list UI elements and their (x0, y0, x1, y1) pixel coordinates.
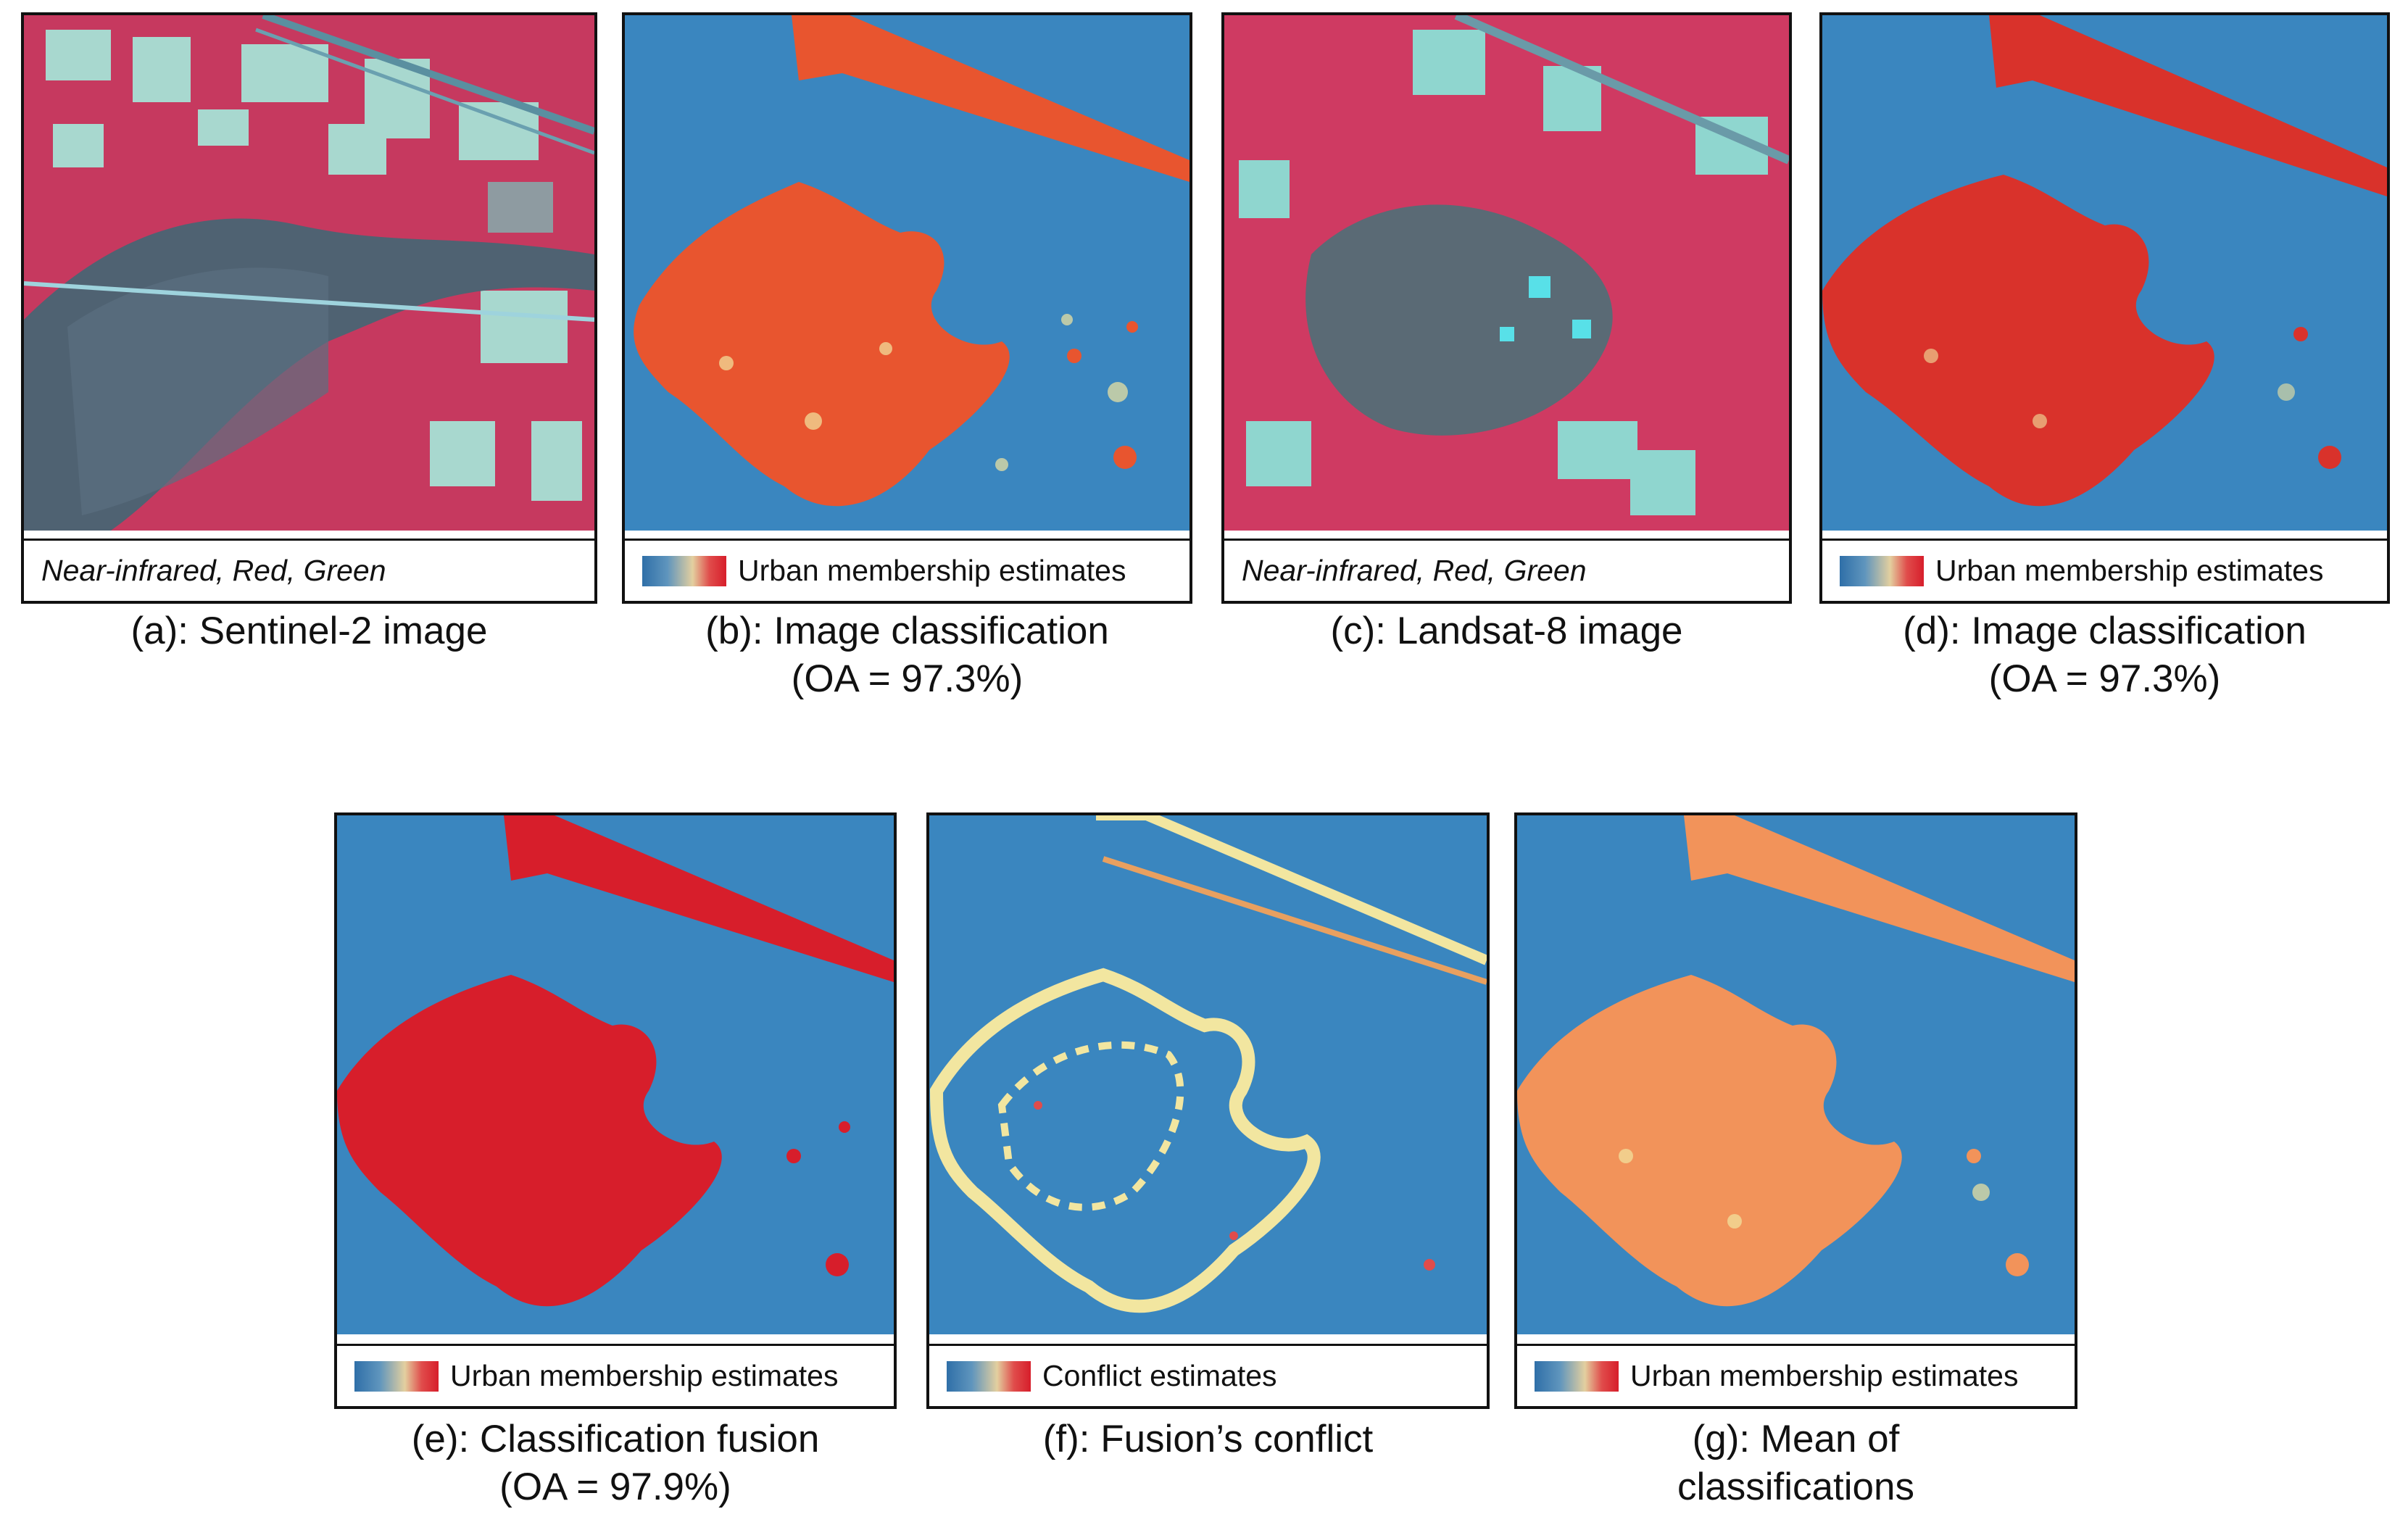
sentinel2-image (24, 15, 594, 531)
legend-f: Conflict estimates (929, 1344, 1487, 1406)
landsat8-image (1224, 15, 1789, 531)
legend-label: Urban membership estimates (738, 554, 1126, 587)
caption-line1: (e): Classification fusion (411, 1418, 820, 1460)
panel-c: Near-infrared, Red, Green (1221, 12, 1792, 604)
caption-line1: (c): Landsat-8 image (1330, 610, 1683, 652)
fusion-map (337, 815, 894, 1334)
caption-line1: (d): Image classification (1903, 610, 2307, 652)
caption-line1: (f): Fusion’s conflict (1042, 1418, 1374, 1460)
caption-g: (g): Mean of classifications (1514, 1416, 2077, 1511)
caption-e: (e): Classification fusion (OA = 97.9%) (334, 1416, 897, 1511)
caption-line1: (b): Image classification (705, 610, 1109, 652)
legend-label: Urban membership estimates (450, 1359, 839, 1392)
legend-e: Urban membership estimates (337, 1344, 894, 1406)
caption-f: (f): Fusion’s conflict (926, 1416, 1490, 1463)
caption-d: (d): Image classification (OA = 97.3%) (1819, 607, 2390, 703)
legend-d: Urban membership estimates (1822, 539, 2387, 601)
panel-a: Near-infrared, Red, Green (21, 12, 597, 604)
legend-label: Near-infrared, Red, Green (41, 554, 386, 587)
conflict-map (929, 815, 1487, 1334)
panel-d: Urban membership estimates (1819, 12, 2390, 604)
caption-line2: (OA = 97.3%) (1988, 657, 2221, 700)
caption-c: (c): Landsat-8 image (1221, 607, 1792, 655)
caption-line2: classifications (1677, 1466, 1914, 1508)
legend-label: Urban membership estimates (1935, 554, 2324, 587)
legend-c: Near-infrared, Red, Green (1224, 539, 1789, 601)
caption-line2: (OA = 97.9%) (499, 1466, 731, 1508)
legend-g: Urban membership estimates (1517, 1344, 2075, 1406)
colorbar (642, 555, 726, 586)
legend-b: Urban membership estimates (625, 539, 1190, 601)
panel-f: Conflict estimates (926, 812, 1490, 1409)
caption-line1: (g): Mean of (1692, 1418, 1900, 1460)
legend-label: Conflict estimates (1042, 1359, 1277, 1392)
panel-e: Urban membership estimates (334, 812, 897, 1409)
panel-g: Urban membership estimates (1514, 812, 2077, 1409)
colorbar (947, 1360, 1031, 1392)
colorbar (1840, 555, 1924, 586)
caption-line2: (OA = 97.3%) (791, 657, 1024, 700)
colorbar (354, 1360, 439, 1392)
classification-map (625, 15, 1190, 531)
caption-b: (b): Image classification (OA = 97.3%) (622, 607, 1192, 703)
legend-label: Urban membership estimates (1630, 1359, 2019, 1392)
caption-line1: (a): Sentinel-2 image (130, 610, 488, 652)
caption-a: (a): Sentinel-2 image (21, 607, 597, 655)
mean-map (1517, 815, 2075, 1334)
colorbar (1535, 1360, 1619, 1392)
classification-map (1822, 15, 2387, 531)
panel-b: Urban membership estimates (622, 12, 1192, 604)
legend-a: Near-infrared, Red, Green (24, 539, 594, 601)
legend-label: Near-infrared, Red, Green (1242, 554, 1587, 587)
